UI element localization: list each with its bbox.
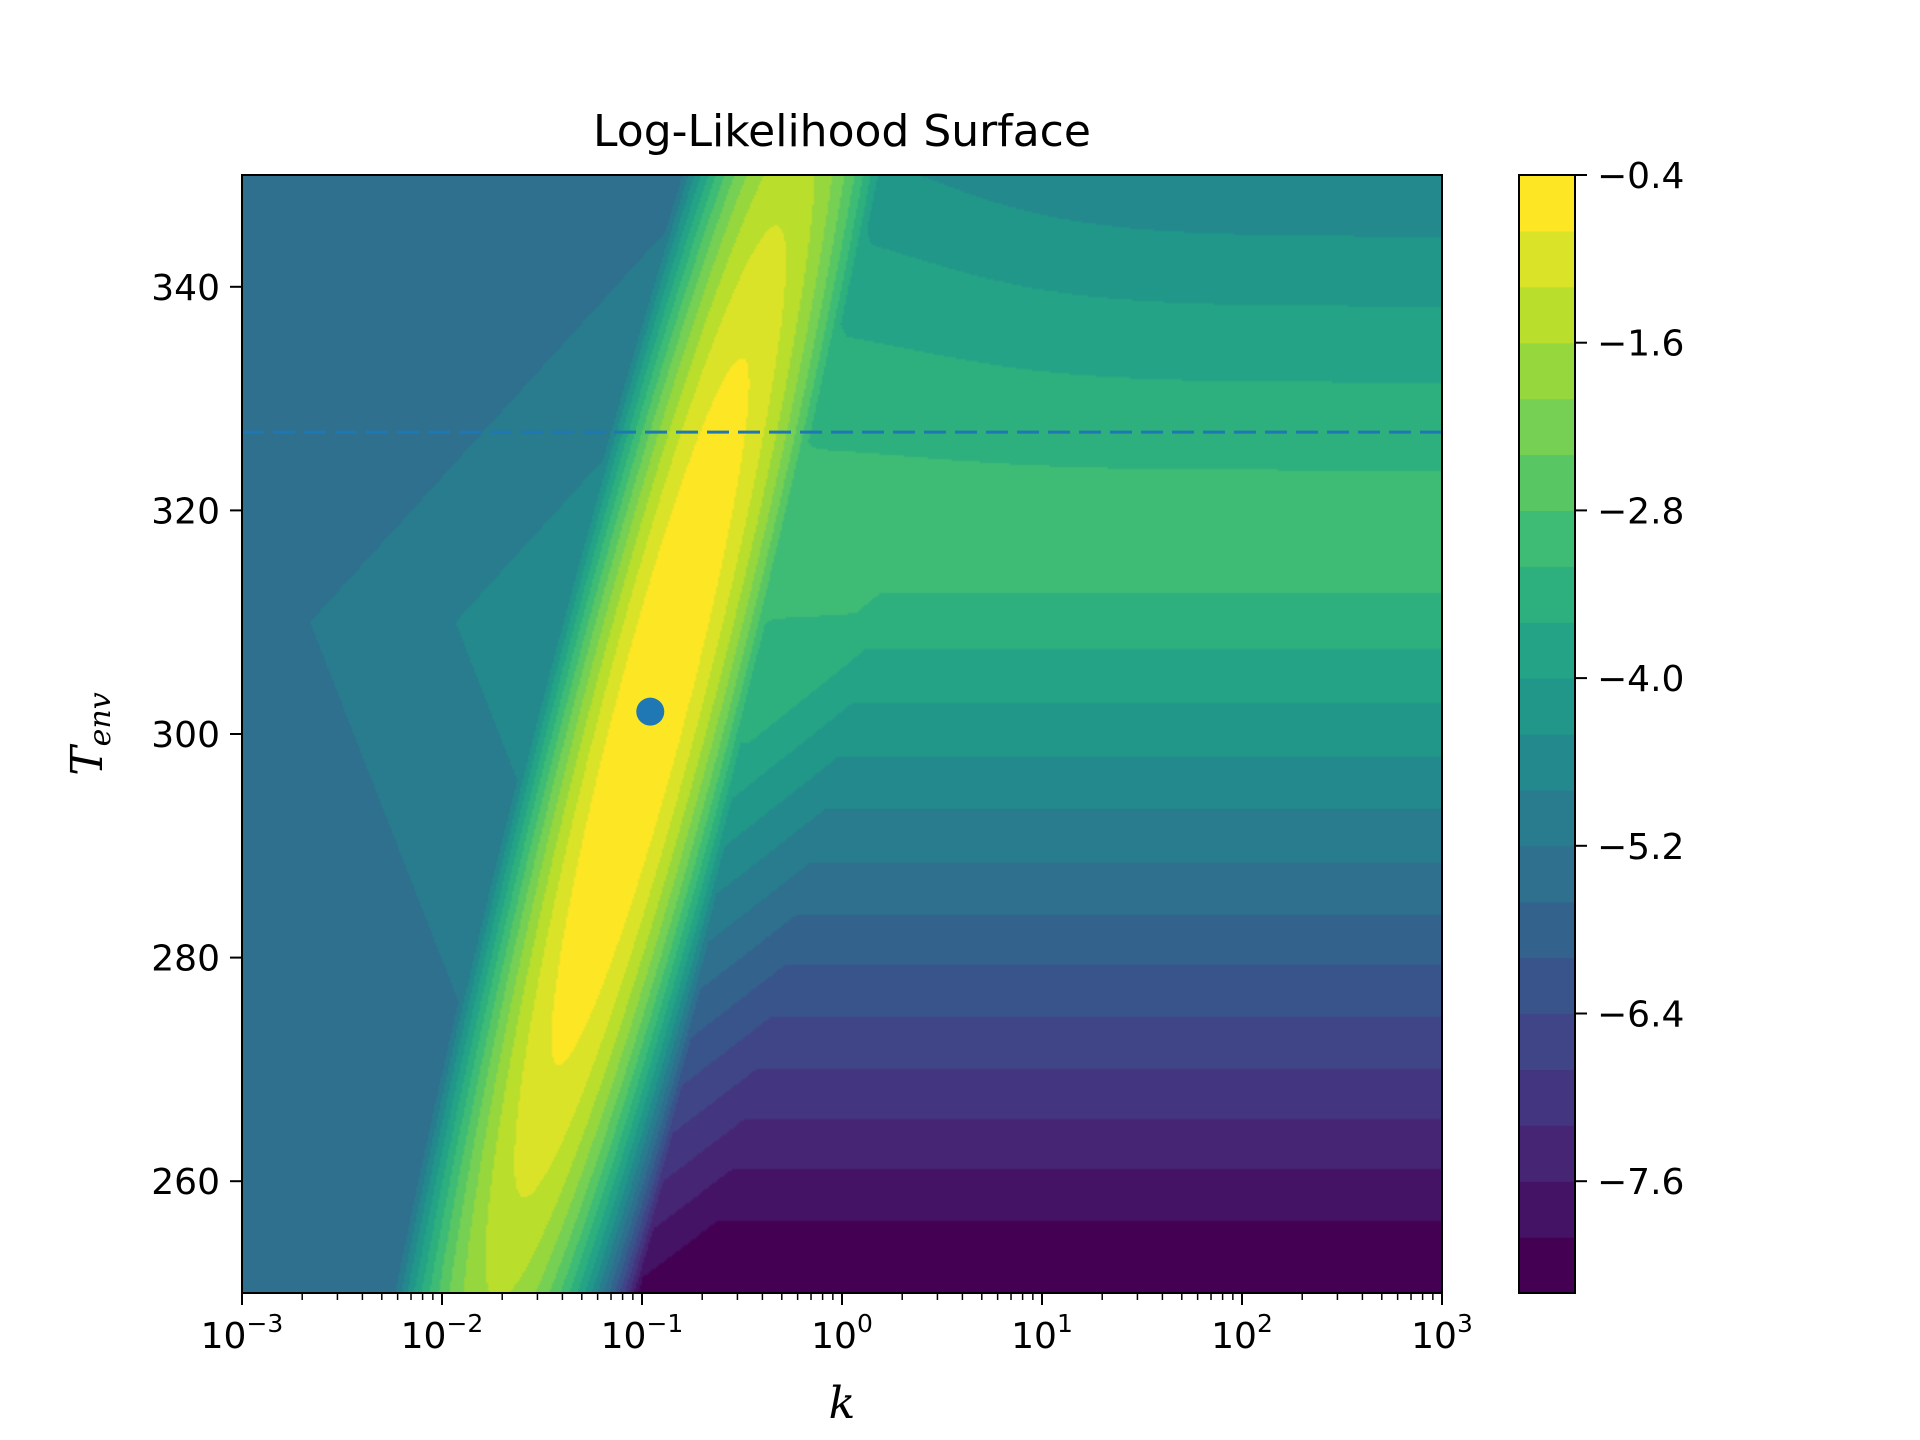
colorbar-band	[1519, 845, 1575, 903]
y-axis-label-main: T	[62, 743, 113, 776]
y-axis-label-subscript: env	[83, 692, 118, 746]
colorbar-tick-label: −0.4	[1597, 156, 1684, 197]
colorbar-tick-label: −4.0	[1597, 659, 1684, 700]
y-tick-label: 320	[151, 491, 220, 532]
y-tick-label: 300	[151, 715, 220, 756]
colorbar-band	[1519, 454, 1575, 511]
colorbar-band	[1519, 1237, 1575, 1294]
mle-point-marker	[636, 697, 665, 726]
colorbar-band	[1519, 286, 1575, 344]
y-axis: 260 280 300 320 340	[151, 268, 242, 1203]
colorbar-frame	[1518, 174, 1576, 1294]
y-tick-label: 280	[151, 939, 220, 980]
x-tick-label: 102	[1211, 1309, 1273, 1357]
colorbar-band	[1519, 734, 1575, 791]
colorbar: −0.4 −1.6 −2.8 −4.0 −5.2 −6.4 −7.6	[1518, 156, 1684, 1294]
colorbar-band	[1519, 957, 1575, 1015]
x-tick-label: 101	[1011, 1309, 1073, 1357]
colorbar-tick-label: −2.8	[1597, 491, 1684, 532]
colorbar-band	[1519, 1125, 1575, 1182]
colorbar-band	[1519, 398, 1575, 456]
colorbar-bands	[1519, 175, 1575, 1294]
y-axis-label: Tenv	[62, 692, 118, 775]
y-tick-label: 340	[151, 268, 220, 309]
y-tick-label: 260	[151, 1162, 220, 1203]
colorbar-band	[1519, 901, 1575, 959]
colorbar-band	[1519, 622, 1575, 679]
x-tick-label: 10−1	[601, 1309, 684, 1357]
chart-title: Log-Likelihood Surface	[593, 106, 1091, 157]
colorbar-ticks: −0.4 −1.6 −2.8 −4.0 −5.2 −6.4 −7.6	[1575, 156, 1684, 1203]
colorbar-tick-label: −7.6	[1597, 1162, 1684, 1203]
colorbar-tick-label: −1.6	[1597, 324, 1684, 365]
colorbar-band	[1519, 789, 1575, 847]
svg-text:Tenv: Tenv	[62, 692, 118, 775]
colorbar-band	[1519, 566, 1575, 623]
colorbar-band	[1519, 510, 1575, 567]
colorbar-band	[1519, 1181, 1575, 1238]
colorbar-band	[1519, 175, 1575, 232]
plot-area	[241, 174, 1443, 1294]
colorbar-band	[1519, 342, 1575, 400]
x-tick-label: 103	[1411, 1309, 1473, 1357]
x-axis: 10−3 10−2 10−1 100 101 102 103	[201, 1293, 1473, 1357]
x-axis-label: k	[829, 1378, 856, 1429]
colorbar-tick-label: −5.2	[1597, 827, 1684, 868]
x-tick-label: 10−2	[401, 1309, 484, 1357]
colorbar-band	[1519, 1013, 1575, 1070]
colorbar-tick-label: −6.4	[1597, 995, 1684, 1036]
colorbar-band	[1519, 230, 1575, 288]
colorbar-band	[1519, 1069, 1575, 1126]
colorbar-band	[1519, 678, 1575, 735]
likelihood-surface	[242, 175, 1442, 1293]
x-tick-label: 100	[811, 1309, 873, 1357]
x-tick-label: 10−3	[201, 1309, 284, 1357]
